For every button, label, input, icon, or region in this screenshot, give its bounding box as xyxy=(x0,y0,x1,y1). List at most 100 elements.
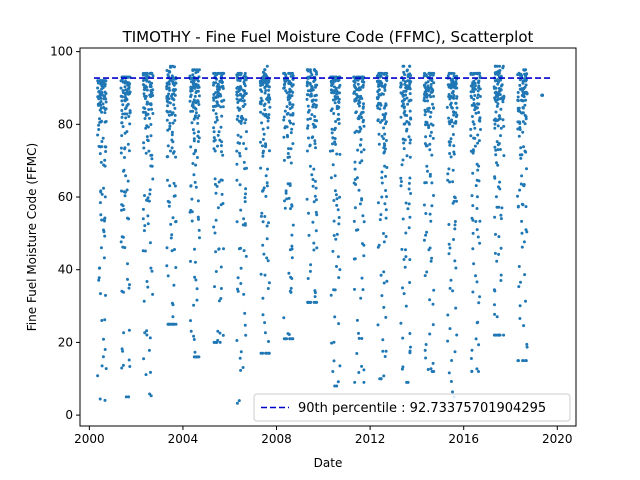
scatter-point xyxy=(259,351,263,355)
scatter-point xyxy=(195,298,199,302)
scatter-point xyxy=(376,201,380,205)
scatter-point xyxy=(143,94,146,98)
scatter-point xyxy=(174,88,177,92)
scatter-point xyxy=(405,129,408,133)
scatter-point xyxy=(290,337,294,341)
scatter-point xyxy=(122,331,126,335)
scatter-point xyxy=(214,112,218,116)
scatter-point xyxy=(359,296,363,300)
scatter-point xyxy=(472,122,476,126)
scatter-point xyxy=(408,215,412,219)
scatter-point xyxy=(360,116,364,119)
scatter-point xyxy=(494,110,498,114)
y-tick-label: 60 xyxy=(58,190,73,204)
scatter-point xyxy=(408,258,412,262)
scatter-point xyxy=(238,85,242,89)
scatter-point xyxy=(128,122,132,126)
scatter-point xyxy=(170,94,173,98)
scatter-point xyxy=(310,173,314,177)
scatter-point xyxy=(384,139,388,142)
scatter-point xyxy=(403,265,407,269)
scatter-point xyxy=(196,199,200,203)
scatter-point xyxy=(283,199,286,203)
scatter-point xyxy=(239,119,243,123)
scatter-point xyxy=(148,241,152,245)
scatter-point xyxy=(238,183,242,187)
scatter-point xyxy=(427,88,431,92)
y-tick-label: 40 xyxy=(58,263,73,277)
scatter-point xyxy=(498,148,502,151)
scatter-point xyxy=(119,151,123,155)
scatter-point xyxy=(235,75,239,79)
scatter-point xyxy=(191,73,195,77)
scatter-point xyxy=(196,215,200,219)
scatter-point xyxy=(333,128,336,132)
scatter-point xyxy=(524,98,528,102)
scatter-point xyxy=(423,90,427,94)
scatter-point xyxy=(516,359,520,363)
scatter-point xyxy=(196,116,200,120)
scatter-point xyxy=(100,110,104,114)
scatter-point xyxy=(151,177,155,181)
scatter-point xyxy=(310,113,314,117)
scatter-point xyxy=(263,331,267,335)
scatter-point xyxy=(454,83,458,86)
scatter-point xyxy=(165,99,169,103)
scatter-point xyxy=(145,71,149,75)
scatter-point xyxy=(357,188,361,192)
scatter-point xyxy=(376,245,380,249)
scatter-point xyxy=(126,179,130,183)
scatter-point xyxy=(291,74,295,78)
scatter-point xyxy=(383,355,387,358)
scatter-point xyxy=(166,144,170,148)
scatter-point xyxy=(214,81,218,85)
scatter-point xyxy=(498,69,502,72)
scatter-point xyxy=(143,331,147,335)
scatter-point xyxy=(150,269,154,273)
scatter-point xyxy=(238,151,241,155)
scatter-point xyxy=(196,134,200,138)
scatter-point xyxy=(474,184,478,188)
scatter-point xyxy=(287,271,291,275)
scatter-point xyxy=(217,180,221,184)
scatter-point xyxy=(407,181,411,185)
scatter-point xyxy=(471,204,475,208)
scatter-point xyxy=(191,79,195,83)
scatter-point xyxy=(405,96,409,100)
scatter-point xyxy=(400,367,404,371)
scatter-point xyxy=(428,115,432,119)
scatter-point xyxy=(496,102,500,106)
scatter-point xyxy=(353,99,357,103)
scatter-point xyxy=(148,188,152,192)
scatter-point xyxy=(194,278,198,282)
scatter-point xyxy=(353,167,357,171)
scatter-point xyxy=(383,202,387,206)
scatter-point xyxy=(338,195,342,199)
scatter-point xyxy=(310,73,314,77)
scatter-point xyxy=(362,124,366,128)
scatter-point xyxy=(310,88,314,92)
scatter-point xyxy=(445,105,449,109)
scatter-point xyxy=(401,286,404,290)
scatter-point xyxy=(498,180,502,184)
scatter-point xyxy=(98,101,102,105)
scatter-point xyxy=(119,86,123,90)
scatter-point xyxy=(259,166,263,170)
scatter-point xyxy=(475,106,479,110)
scatter-point xyxy=(174,322,178,326)
scatter-point xyxy=(213,285,216,289)
scatter-point xyxy=(171,111,175,115)
scatter-point xyxy=(430,153,434,157)
scatter-point xyxy=(446,83,450,87)
scatter-point xyxy=(282,118,286,122)
scatter-point xyxy=(524,115,528,119)
scatter-point xyxy=(406,87,410,91)
scatter-point xyxy=(212,136,216,140)
scatter-point xyxy=(360,80,364,83)
scatter-point xyxy=(101,136,105,140)
scatter-point xyxy=(102,97,106,101)
scatter-point xyxy=(352,219,356,223)
scatter-point xyxy=(469,149,473,153)
scatter-point xyxy=(217,71,221,75)
scatter-point xyxy=(382,240,386,244)
